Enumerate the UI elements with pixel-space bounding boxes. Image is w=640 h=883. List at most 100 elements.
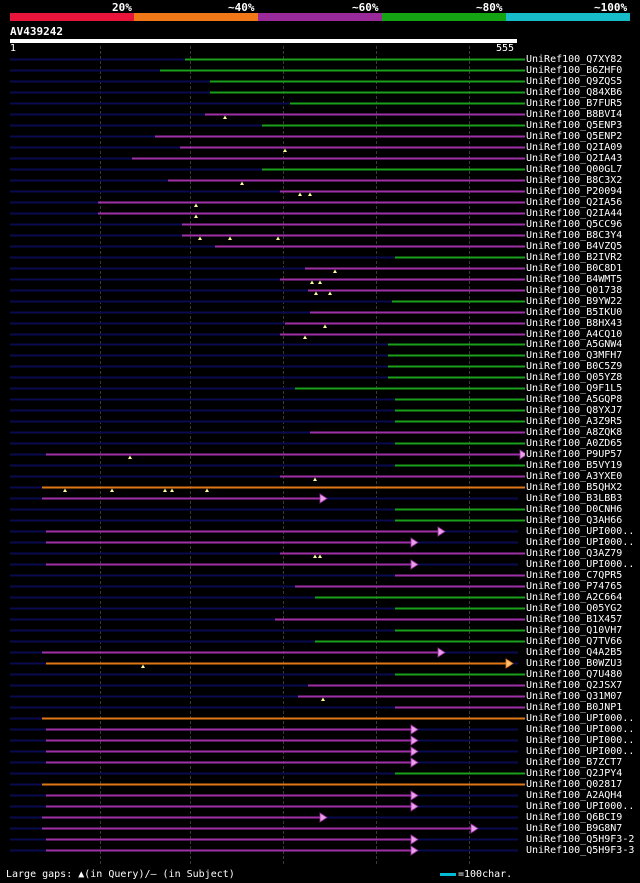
- hit-label[interactable]: UniRef100_A3Z9R5: [526, 416, 623, 427]
- hit-row[interactable]: UniRef100_Q05YZ8: [0, 372, 640, 383]
- hit-row[interactable]: UniRef100_B2IVR2: [0, 252, 640, 263]
- alignment-bar[interactable]: [46, 728, 412, 731]
- hit-label[interactable]: UniRef100_UPI000..: [526, 526, 635, 537]
- hit-row[interactable]: UniRef100_Q7TV66: [0, 636, 640, 647]
- hit-row[interactable]: UniRef100_A2C664: [0, 592, 640, 603]
- alignment-bar[interactable]: [395, 574, 525, 577]
- alignment-bar[interactable]: [298, 695, 525, 698]
- hit-label[interactable]: UniRef100_D0CNH6: [526, 504, 623, 515]
- hit-row[interactable]: UniRef100_B0C5Z9: [0, 361, 640, 372]
- hit-row[interactable]: UniRef100_P20094: [0, 186, 640, 197]
- hit-label[interactable]: UniRef100_UPI000..: [526, 801, 635, 812]
- alignment-bar[interactable]: [98, 201, 525, 204]
- alignment-bar[interactable]: [210, 80, 525, 83]
- hit-label[interactable]: UniRef100_B5QHX2: [526, 482, 623, 493]
- alignment-bar[interactable]: [46, 453, 521, 456]
- alignment-bar[interactable]: [160, 69, 525, 72]
- hit-label[interactable]: UniRef100_A8ZQK8: [526, 427, 623, 438]
- hit-label[interactable]: UniRef100_Q02817: [526, 779, 623, 790]
- alignment-bar[interactable]: [395, 409, 525, 412]
- hit-label[interactable]: UniRef100_B2IVR2: [526, 252, 623, 263]
- hit-label[interactable]: UniRef100_UPI000..: [526, 713, 635, 724]
- hit-label[interactable]: UniRef100_P9UP57: [526, 449, 623, 460]
- alignment-bar[interactable]: [395, 398, 525, 401]
- alignment-bar[interactable]: [275, 618, 525, 621]
- hit-row[interactable]: UniRef100_Q2IA56: [0, 197, 640, 208]
- hit-row[interactable]: UniRef100_A8ZQK8: [0, 427, 640, 438]
- hit-row[interactable]: UniRef100_UPI000..: [0, 559, 640, 570]
- alignment-bar[interactable]: [280, 278, 525, 281]
- hit-row[interactable]: UniRef100_A0ZD65: [0, 438, 640, 449]
- hit-row[interactable]: UniRef100_Q2IA43: [0, 153, 640, 164]
- hit-label[interactable]: UniRef100_B8HX43: [526, 318, 623, 329]
- hit-label[interactable]: UniRef100_UPI000..: [526, 735, 635, 746]
- alignment-bar[interactable]: [262, 168, 525, 171]
- hit-label[interactable]: UniRef100_UPI000..: [526, 746, 635, 757]
- hit-row[interactable]: UniRef100_B5QHX2: [0, 482, 640, 493]
- alignment-bar[interactable]: [42, 816, 321, 819]
- alignment-bar[interactable]: [285, 322, 525, 325]
- alignment-bar[interactable]: [182, 223, 525, 226]
- hit-row[interactable]: UniRef100_B4VZQ5: [0, 241, 640, 252]
- alignment-bar[interactable]: [46, 750, 412, 753]
- alignment-bar[interactable]: [42, 497, 321, 500]
- hit-label[interactable]: UniRef100_Q84XB6: [526, 87, 623, 98]
- alignment-bar[interactable]: [168, 179, 525, 182]
- hit-label[interactable]: UniRef100_B9G8N7: [526, 823, 623, 834]
- hit-row[interactable]: UniRef100_Q2IA44: [0, 208, 640, 219]
- hit-row[interactable]: UniRef100_B0WZU3: [0, 658, 640, 669]
- alignment-bar[interactable]: [98, 212, 525, 215]
- hit-row[interactable]: UniRef100_Q5H9F3-3: [0, 845, 640, 856]
- hit-row[interactable]: UniRef100_Q10VH7: [0, 625, 640, 636]
- hit-label[interactable]: UniRef100_Q2IA09: [526, 142, 623, 153]
- hit-row[interactable]: UniRef100_P9UP57: [0, 449, 640, 460]
- hit-label[interactable]: UniRef100_B8C3Y4: [526, 230, 623, 241]
- alignment-bar[interactable]: [395, 772, 525, 775]
- hit-label[interactable]: UniRef100_B9YW22: [526, 296, 623, 307]
- alignment-bar[interactable]: [388, 365, 525, 368]
- hit-row[interactable]: UniRef100_Q2JPY4: [0, 768, 640, 779]
- hit-row[interactable]: UniRef100_UPI000..: [0, 724, 640, 735]
- alignment-bar[interactable]: [46, 563, 412, 566]
- hit-label[interactable]: UniRef100_Q3MFH7: [526, 350, 623, 361]
- alignment-bar[interactable]: [46, 761, 412, 764]
- hit-row[interactable]: UniRef100_Q01738: [0, 285, 640, 296]
- alignment-bar[interactable]: [295, 585, 525, 588]
- hit-label[interactable]: UniRef100_Q05YZ8: [526, 372, 623, 383]
- hit-row[interactable]: UniRef100_Q3MFH7: [0, 350, 640, 361]
- hit-label[interactable]: UniRef100_B8BVI4: [526, 109, 623, 120]
- hit-label[interactable]: UniRef100_UPI000..: [526, 537, 635, 548]
- hit-label[interactable]: UniRef100_Q5ENP2: [526, 131, 623, 142]
- hit-label[interactable]: UniRef100_A5GQP8: [526, 394, 623, 405]
- hit-row[interactable]: UniRef100_D0CNH6: [0, 504, 640, 515]
- alignment-bar[interactable]: [210, 91, 525, 94]
- hit-row[interactable]: UniRef100_P74765: [0, 581, 640, 592]
- hit-row[interactable]: UniRef100_Q4A2B5: [0, 647, 640, 658]
- hit-row[interactable]: UniRef100_Q5ENP2: [0, 131, 640, 142]
- alignment-bar[interactable]: [182, 234, 525, 237]
- alignment-bar[interactable]: [205, 113, 525, 116]
- hit-label[interactable]: UniRef100_Q2JPY4: [526, 768, 623, 779]
- hit-label[interactable]: UniRef100_A5GNW4: [526, 339, 623, 350]
- hit-row[interactable]: UniRef100_A2AQH4: [0, 790, 640, 801]
- hit-row[interactable]: UniRef100_Q02817: [0, 779, 640, 790]
- hit-label[interactable]: UniRef100_B1X457: [526, 614, 623, 625]
- hit-label[interactable]: UniRef100_B0C8D1: [526, 263, 623, 274]
- hit-row[interactable]: UniRef100_B4WMT5: [0, 274, 640, 285]
- hit-label[interactable]: UniRef100_P20094: [526, 186, 623, 197]
- alignment-bar[interactable]: [310, 311, 525, 314]
- alignment-bar[interactable]: [310, 431, 525, 434]
- hit-row[interactable]: UniRef100_B6ZHF0: [0, 65, 640, 76]
- alignment-bar[interactable]: [388, 354, 525, 357]
- hit-row[interactable]: UniRef100_Q2IA09: [0, 142, 640, 153]
- alignment-bar[interactable]: [290, 102, 525, 105]
- hit-row[interactable]: UniRef100_B0C8D1: [0, 263, 640, 274]
- hit-label[interactable]: UniRef100_Q8YXJ7: [526, 405, 623, 416]
- hit-label[interactable]: UniRef100_Q3AZ79: [526, 548, 623, 559]
- hit-label[interactable]: UniRef100_B7FUR5: [526, 98, 623, 109]
- hit-label[interactable]: UniRef100_Q10VH7: [526, 625, 623, 636]
- alignment-bar[interactable]: [308, 684, 525, 687]
- alignment-bar[interactable]: [395, 706, 525, 709]
- hit-label[interactable]: UniRef100_Q7U480: [526, 669, 623, 680]
- hit-row[interactable]: UniRef100_B8C3X2: [0, 175, 640, 186]
